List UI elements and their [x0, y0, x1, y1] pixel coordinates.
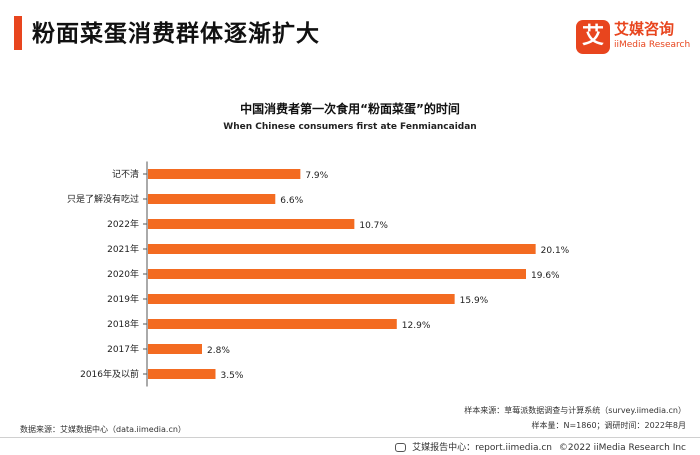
value-label: 6.6%: [280, 196, 303, 206]
category-label: 2017年: [107, 343, 139, 355]
bar: [148, 244, 536, 254]
category-label: 2019年: [107, 293, 139, 305]
value-label: 15.9%: [460, 296, 489, 306]
logo-text-en: iiMedia Research: [614, 40, 691, 50]
chart-subtitle: When Chinese consumers first ate Fenmian…: [223, 122, 477, 132]
category-label: 记不清: [112, 168, 139, 180]
value-label: 2.8%: [207, 346, 230, 356]
value-label: 19.6%: [531, 271, 560, 281]
footer-divider: [0, 437, 700, 438]
category-label: 2020年: [107, 268, 139, 280]
value-label: 7.9%: [305, 171, 328, 181]
page-title: 粉面菜蛋消费群体逐渐扩大: [32, 21, 320, 47]
bar: [148, 169, 301, 179]
bar: [148, 194, 276, 204]
bar: [148, 294, 455, 304]
bar: [148, 344, 202, 354]
chart-title: 中国消费者第一次食用“粉面菜蛋”的时间: [240, 102, 460, 116]
data-source: 数据来源：艾媒数据中心（data.iimedia.cn）: [20, 425, 186, 434]
bar: [148, 269, 526, 279]
value-label: 3.5%: [221, 371, 244, 381]
category-label: 2016年及以前: [80, 368, 139, 380]
bar: [148, 369, 216, 379]
logo-icon: 艾: [576, 20, 610, 54]
footer-bar: 艾媒报告中心：report.iimedia.cn ©2022 iiMedia R…: [391, 440, 686, 453]
sample-info: 样本量：N=1860；调研时间：2022年8月: [531, 421, 687, 430]
bar: [148, 319, 397, 329]
category-label: 2018年: [107, 318, 139, 330]
chat-icon: [395, 443, 407, 452]
brand-logo: 艾 艾媒咨询 iiMedia Research: [576, 20, 691, 54]
category-label: 2022年: [107, 218, 139, 230]
sample-source: 样本来源：草莓派数据调查与计算系统（survey.iimedia.cn）: [464, 406, 686, 415]
report-center: 艾媒报告中心：report.iimedia.cn: [412, 443, 553, 453]
value-label: 10.7%: [359, 221, 388, 231]
header-accent-bar: [14, 16, 22, 50]
category-label: 只是了解没有吃过: [67, 193, 139, 205]
value-label: 12.9%: [402, 321, 431, 331]
copyright: ©2022 iiMedia Research Inc: [558, 443, 686, 453]
logo-text-cn: 艾媒咨询: [614, 20, 675, 38]
category-label: 2021年: [107, 243, 139, 255]
value-label: 20.1%: [541, 246, 570, 256]
bar: [148, 219, 355, 229]
